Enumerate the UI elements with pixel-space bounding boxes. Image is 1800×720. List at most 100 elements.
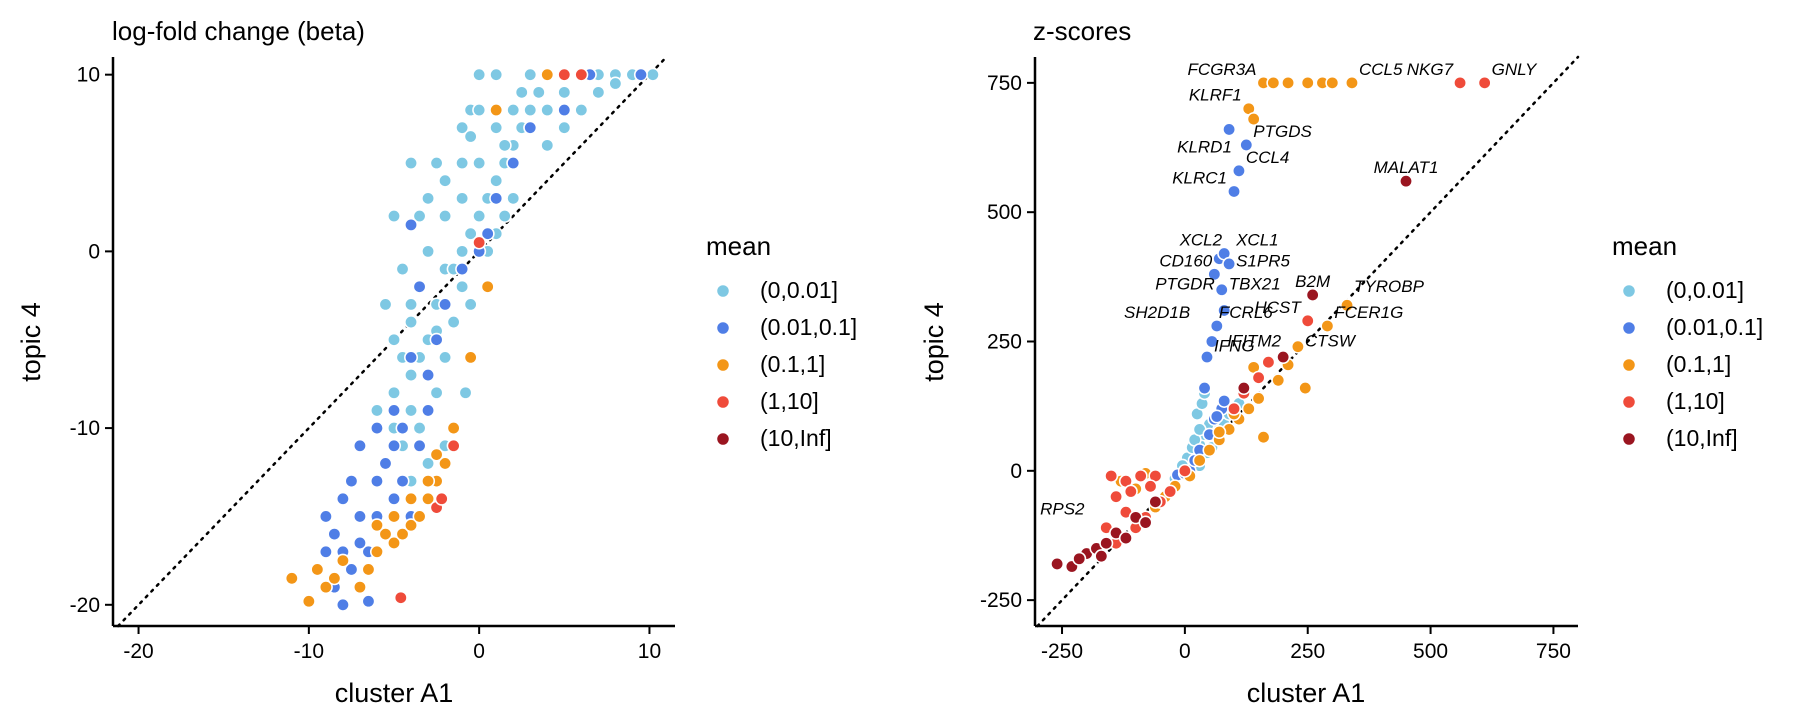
- legend-swatch: [715, 394, 731, 410]
- x-tick-label: 250: [1290, 640, 1325, 663]
- data-point: [472, 67, 487, 82]
- panel-log-fold-change: log-fold change (beta) -20 -10 0 10 -20 -10 0…: [16, 16, 675, 708]
- data-point: [378, 527, 393, 542]
- data-point: [369, 403, 384, 418]
- gene-label: FCER1G: [1334, 303, 1403, 322]
- data-point: [472, 103, 487, 118]
- legend-panel-2: mean (0,0.01] (0.01,0.1] (0.1,1] (1,10] (10,…: [1612, 231, 1763, 451]
- data-point: [404, 297, 419, 312]
- data-point: [429, 156, 444, 171]
- data-point: [463, 226, 478, 241]
- data-point: [344, 562, 359, 577]
- data-point: [591, 85, 606, 100]
- data-point: [1163, 484, 1178, 499]
- y-tick-label: 0: [1010, 460, 1022, 483]
- data-point: [472, 235, 487, 250]
- data-point: [523, 67, 538, 82]
- legend-label: (1,10]: [760, 388, 819, 414]
- y-axis-title: topic 4: [919, 302, 949, 382]
- data-point: [1256, 430, 1271, 445]
- data-point: [463, 297, 478, 312]
- data-point: [1143, 479, 1158, 494]
- data-point: [327, 527, 342, 542]
- data-point: [404, 368, 419, 383]
- data-point: [1281, 75, 1296, 90]
- gene-label: TYROBP: [1354, 277, 1425, 296]
- panel-title: z-scores: [1033, 16, 1131, 46]
- data-point: [434, 491, 449, 506]
- data-point: [361, 562, 376, 577]
- data-point: [404, 217, 419, 232]
- data-point: [1300, 75, 1315, 90]
- data-point: [352, 535, 367, 550]
- y-tick-label: -250: [980, 589, 1022, 612]
- gene-label: IFITM2: [1227, 331, 1281, 350]
- data-point: [446, 438, 461, 453]
- y-tick-label: 10: [77, 64, 100, 87]
- data-point: [429, 385, 444, 400]
- gene-label: MALAT1: [1374, 158, 1439, 177]
- gene-label: CCL4: [1246, 148, 1289, 167]
- data-point: [1109, 489, 1124, 504]
- data-point: [523, 120, 538, 135]
- data-point: [1104, 468, 1119, 483]
- data-point: [1251, 370, 1266, 385]
- data-point: [506, 103, 521, 118]
- data-point: [458, 385, 473, 400]
- data-point: [1217, 303, 1232, 318]
- data-point: [1204, 334, 1219, 349]
- gene-label: FCGR3A: [1188, 60, 1257, 79]
- diagonal-layer: [1036, 55, 1580, 628]
- gene-label: FCRL6: [1219, 303, 1273, 322]
- legend-swatch: [715, 431, 731, 447]
- data-point: [438, 350, 453, 365]
- data-point: [1320, 318, 1335, 333]
- data-point: [335, 597, 350, 612]
- data-point: [489, 103, 504, 118]
- data-point: [318, 544, 333, 559]
- data-point: [557, 120, 572, 135]
- data-point: [480, 279, 495, 294]
- data-point: [284, 571, 299, 586]
- data-point: [1227, 184, 1242, 199]
- data-point: [404, 518, 419, 533]
- data-point: [301, 594, 316, 609]
- data-point: [523, 103, 538, 118]
- data-point: [412, 279, 427, 294]
- data-point: [386, 509, 401, 524]
- data-point: [1340, 298, 1355, 313]
- y-axis-title: topic 4: [16, 302, 46, 382]
- data-point: [386, 491, 401, 506]
- x-tick-label: -250: [1041, 640, 1083, 663]
- legend-swatch: [1621, 394, 1637, 410]
- data-point: [1118, 531, 1133, 546]
- data-point: [412, 209, 427, 224]
- data-point: [429, 447, 444, 462]
- data-point: [395, 421, 410, 436]
- data-point: [557, 85, 572, 100]
- data-point: [463, 129, 478, 144]
- data-point: [335, 553, 350, 568]
- gene-label: XCL2: [1179, 231, 1223, 250]
- data-point: [1222, 256, 1237, 271]
- data-point: [1177, 463, 1192, 478]
- data-point: [455, 279, 470, 294]
- data-point: [497, 209, 512, 224]
- gene-label: S1PR5: [1236, 251, 1290, 270]
- data-point: [1239, 137, 1254, 152]
- legend-title: mean: [706, 231, 771, 261]
- data-point: [1123, 484, 1138, 499]
- data-point: [1276, 350, 1291, 365]
- x-tick-label: 0: [1179, 640, 1191, 663]
- data-point: [557, 103, 572, 118]
- data-point: [1138, 515, 1153, 530]
- data-point: [421, 244, 436, 259]
- data-point: [455, 244, 470, 259]
- data-point: [421, 191, 436, 206]
- data-point: [506, 156, 521, 171]
- data-point: [472, 156, 487, 171]
- panel-z-scores: z-scores -250 0 250 500 750 -250 0 250 500 750 F…: [919, 16, 1580, 708]
- legend-panel-1: mean (0,0.01] (0.01,0.1] (0.1,1] (1,10] (10,…: [706, 231, 857, 451]
- data-point: [1099, 536, 1114, 551]
- data-point: [540, 103, 555, 118]
